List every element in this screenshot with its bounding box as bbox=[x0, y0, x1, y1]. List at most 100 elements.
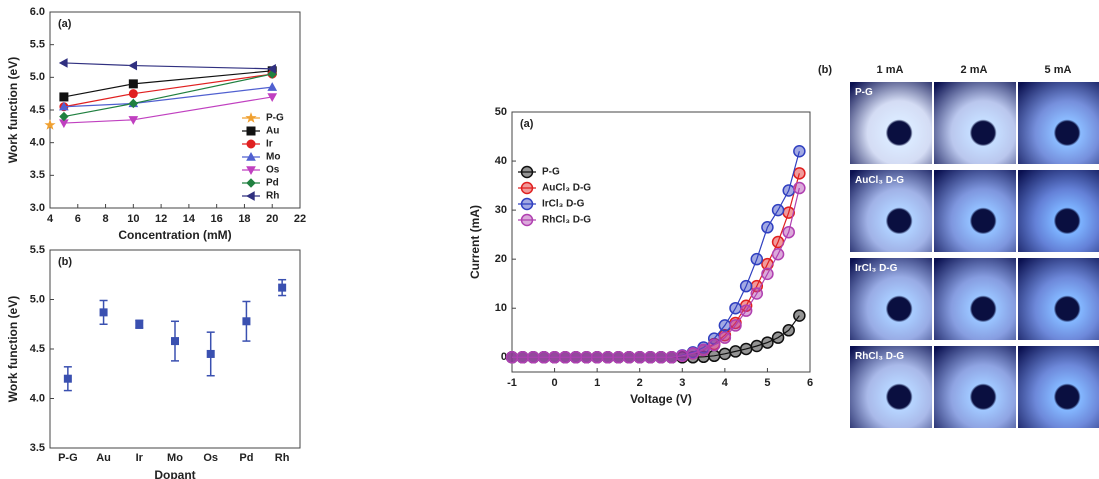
marker bbox=[676, 349, 689, 363]
marker bbox=[59, 111, 69, 122]
x-tick-label: Os bbox=[203, 452, 218, 464]
series-line bbox=[63, 62, 273, 70]
series-line bbox=[63, 86, 273, 108]
legend-label: IrCl₃ D-G bbox=[542, 199, 585, 210]
plot-frame bbox=[511, 111, 811, 373]
y-tick-label: 20 bbox=[495, 253, 507, 265]
legend-marker bbox=[246, 126, 256, 136]
photo bbox=[1018, 82, 1099, 164]
series-line bbox=[512, 187, 800, 358]
panel-label: (a) bbox=[520, 118, 534, 130]
photo: RhCl₃ D-G bbox=[850, 346, 932, 428]
legend-label: Rh bbox=[266, 191, 279, 202]
photo bbox=[1018, 258, 1099, 340]
y-tick-label: 40 bbox=[495, 155, 507, 167]
x-tick-label: 4 bbox=[47, 213, 54, 225]
marker bbox=[729, 319, 742, 332]
x-tick-label: 20 bbox=[266, 213, 278, 225]
x-tick-label: 3 bbox=[679, 377, 685, 389]
legend-marker bbox=[246, 151, 256, 161]
marker bbox=[63, 374, 72, 383]
x-tick-label: 6 bbox=[807, 377, 813, 389]
x-axis-label: Dopant bbox=[154, 468, 195, 479]
marker bbox=[267, 82, 278, 91]
marker bbox=[527, 351, 540, 364]
marker bbox=[761, 267, 774, 281]
legend-label: Os bbox=[266, 165, 280, 176]
legend-label: Ir bbox=[266, 139, 273, 150]
x-tick-label: Pd bbox=[239, 452, 253, 464]
marker bbox=[128, 116, 139, 125]
legend-marker bbox=[520, 165, 534, 179]
marker bbox=[771, 203, 785, 217]
y-axis-label: Work function (eV) bbox=[6, 296, 20, 402]
photo: IrCl₃ D-G bbox=[850, 258, 932, 340]
x-tick-label: Mo bbox=[167, 452, 183, 464]
y-tick-label: 5.0 bbox=[30, 71, 45, 83]
marker bbox=[580, 351, 593, 364]
plot-frame bbox=[49, 11, 301, 209]
y-tick-label: 4.0 bbox=[30, 392, 45, 404]
marker bbox=[267, 63, 276, 74]
marker bbox=[548, 351, 561, 364]
marker bbox=[206, 349, 215, 358]
y-tick-label: 4.0 bbox=[30, 137, 45, 149]
legend-label: Pd bbox=[266, 178, 279, 189]
y-tick-label: 0 bbox=[501, 351, 507, 363]
marker bbox=[665, 351, 678, 364]
photo bbox=[1018, 346, 1099, 428]
marker bbox=[128, 98, 139, 109]
marker bbox=[771, 248, 785, 261]
row-label: IrCl₃ D-G bbox=[855, 263, 898, 274]
y-tick-label: 50 bbox=[495, 106, 507, 118]
legend-marker bbox=[246, 178, 256, 188]
marker bbox=[771, 331, 785, 344]
y-tick-label: 3.0 bbox=[30, 202, 45, 214]
marker bbox=[718, 347, 732, 361]
marker bbox=[750, 339, 764, 353]
row-label: AuCl₃ D-G bbox=[855, 175, 905, 186]
marker bbox=[739, 279, 753, 293]
photo: AuCl₃ D-G bbox=[850, 170, 932, 252]
marker bbox=[601, 351, 615, 364]
marker bbox=[633, 351, 646, 364]
legend-label: P-G bbox=[266, 113, 284, 124]
marker bbox=[718, 331, 732, 344]
marker bbox=[644, 351, 657, 364]
marker bbox=[516, 351, 529, 364]
row-label: P-G bbox=[855, 87, 873, 98]
marker bbox=[278, 283, 287, 292]
legend-marker bbox=[245, 191, 255, 201]
x-tick-label: 12 bbox=[155, 213, 167, 225]
marker bbox=[739, 304, 753, 317]
legend-label: P-G bbox=[542, 167, 560, 178]
y-tick-label: 3.5 bbox=[30, 442, 45, 454]
marker bbox=[242, 317, 251, 326]
legend-label: Au bbox=[266, 126, 279, 137]
marker bbox=[171, 337, 179, 346]
marker bbox=[128, 89, 138, 99]
marker bbox=[761, 336, 774, 349]
marker bbox=[793, 167, 806, 180]
legend-marker bbox=[520, 181, 534, 195]
legend-marker bbox=[520, 213, 534, 227]
x-tick-label: 4 bbox=[722, 377, 729, 389]
series-line bbox=[63, 70, 273, 98]
marker bbox=[622, 351, 636, 364]
photo bbox=[934, 346, 1016, 428]
x-tick-label: 16 bbox=[211, 213, 223, 225]
x-tick-label: P-G bbox=[58, 452, 78, 464]
y-tick-label: 5.0 bbox=[30, 293, 45, 305]
x-tick-label: 22 bbox=[294, 213, 306, 225]
x-tick-label: 5 bbox=[764, 377, 770, 389]
marker bbox=[750, 252, 764, 266]
x-tick-label: 6 bbox=[75, 213, 81, 225]
marker bbox=[750, 287, 764, 300]
marker bbox=[612, 351, 625, 364]
marker bbox=[44, 119, 56, 130]
legend-marker bbox=[245, 112, 257, 123]
legend-marker bbox=[520, 197, 534, 211]
x-tick-label: 8 bbox=[102, 213, 108, 225]
